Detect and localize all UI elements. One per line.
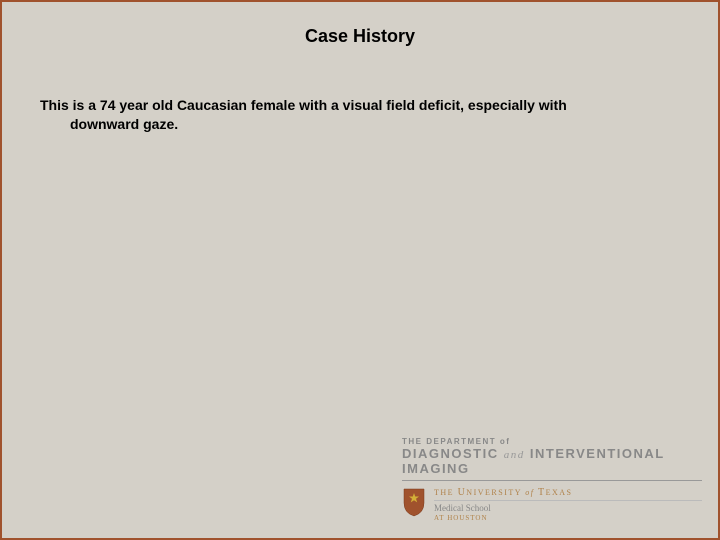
body-line-2: downward gaze. [40,115,680,134]
institution-logo: THE DEPARTMENT of DIAGNOSTIC and INTERVE… [402,437,702,522]
university-text: THE UNIVERSITY of TEXAS Medical School A… [434,487,702,522]
shield-icon [402,487,426,517]
case-history-body: This is a 74 year old Caucasian female w… [40,96,680,134]
department-block: THE DEPARTMENT of DIAGNOSTIC and INTERVE… [402,437,702,481]
univ-t: T [538,487,546,498]
univ-u: U [458,487,467,498]
univ-at: AT [434,514,444,522]
univ-the: THE [434,488,454,497]
body-line-1: This is a 74 year old Caucasian female w… [40,97,567,113]
dept-of-label: THE DEPARTMENT of [402,437,702,446]
univ-ouston: OUSTON [453,514,487,522]
dept-and: and [504,449,525,461]
dept-word-diagnostic: DIAGNOSTIC [402,446,499,461]
dept-name: DIAGNOSTIC and INTERVENTIONAL IMAGING [402,446,702,476]
univ-niversity: NIVERSITY [466,488,521,497]
medical-school-label: Medical School [434,503,702,513]
slide-title: Case History [2,2,718,47]
univ-of: of [525,488,534,497]
slide: Case History This is a 74 year old Cauca… [0,0,720,540]
divider [434,500,702,501]
at-houston-label: AT HOUSTON [434,514,702,522]
university-name: THE UNIVERSITY of TEXAS [434,487,702,498]
univ-exas: EXAS [546,488,573,497]
university-row: THE UNIVERSITY of TEXAS Medical School A… [402,487,702,522]
